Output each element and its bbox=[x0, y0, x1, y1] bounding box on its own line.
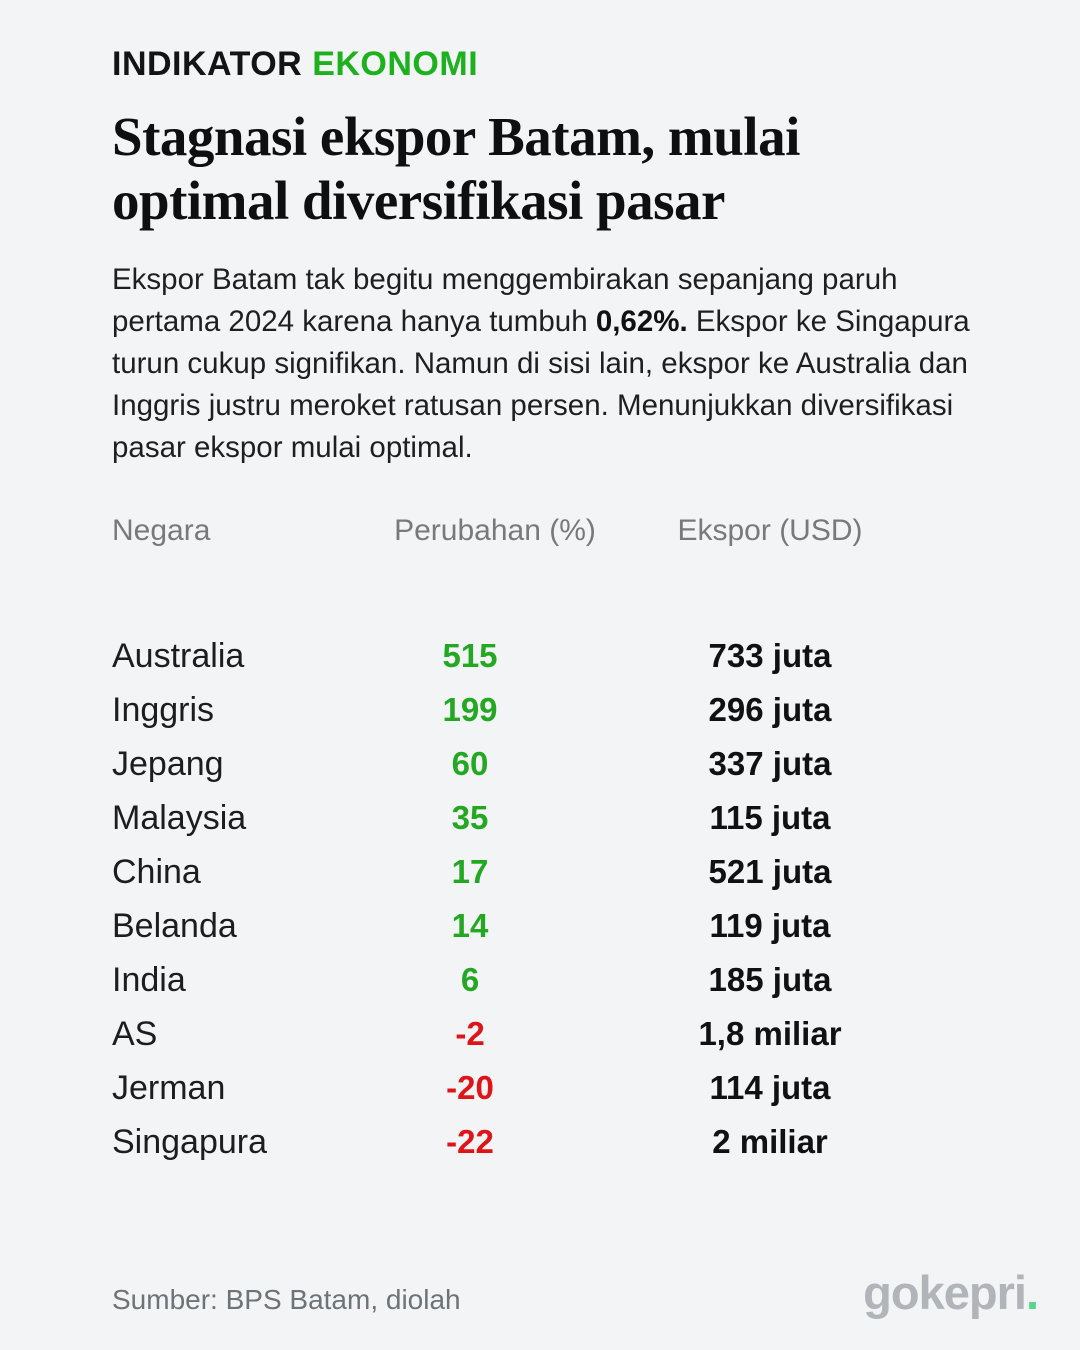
change-percent-cell: -20 bbox=[446, 1069, 494, 1107]
country-cell: Jepang bbox=[112, 744, 224, 783]
export-value-cell: 185 juta bbox=[708, 961, 832, 999]
export-table-body: Australia 515 733 juta Inggris 199 296 j… bbox=[112, 629, 980, 1169]
export-value-cell: 115 juta bbox=[709, 799, 831, 837]
table-row: AS -2 1,8 miliar bbox=[112, 1007, 980, 1061]
table-row: China 17 521 juta bbox=[112, 845, 980, 899]
country-cell: Singapura bbox=[112, 1122, 268, 1161]
export-value-cell: 119 juta bbox=[709, 907, 831, 945]
table-row: Inggris 199 296 juta bbox=[112, 683, 980, 737]
column-header-country: Negara bbox=[112, 514, 211, 548]
intro-part1: Ekspor Batam tak begitu menggembirakan s… bbox=[112, 263, 898, 339]
footer: Sumber: BPS Batam, diolah gokepri. bbox=[112, 1266, 1039, 1319]
change-percent-cell: 6 bbox=[460, 961, 480, 999]
table-row: Jepang 60 337 juta bbox=[112, 737, 980, 791]
column-header-export: Ekspor (USD) bbox=[677, 514, 863, 548]
export-value-cell: 1,8 miliar bbox=[698, 1015, 842, 1053]
country-cell: India bbox=[112, 960, 186, 999]
country-cell: Inggris bbox=[112, 690, 215, 729]
change-percent-cell: 515 bbox=[442, 637, 498, 675]
export-value-cell: 2 miliar bbox=[712, 1123, 828, 1161]
export-value-cell: 733 juta bbox=[708, 637, 832, 675]
column-header-change: Perubahan (%) bbox=[394, 514, 596, 548]
table-row: Jerman -20 114 juta bbox=[112, 1061, 980, 1115]
country-cell: Belanda bbox=[112, 906, 237, 945]
kicker: INDIKATOR EKONOMI bbox=[112, 45, 980, 83]
intro-part2: Ekspor ke Singapura turun cukup signifik… bbox=[112, 305, 970, 465]
brand-name: gokepri bbox=[863, 1266, 1027, 1319]
brand-dot: . bbox=[1025, 1266, 1039, 1319]
table-row: Malaysia 35 115 juta bbox=[112, 791, 980, 845]
export-table: Negara Perubahan (%) Ekspor (USD) Austra… bbox=[112, 513, 980, 1169]
country-cell: AS bbox=[112, 1014, 158, 1053]
change-percent-cell: -2 bbox=[455, 1015, 485, 1053]
intro-bold-value: 0,62%. bbox=[595, 305, 688, 339]
table-row: Singapura -22 2 miliar bbox=[112, 1115, 980, 1169]
title-line-1: Stagnasi ekspor Batam, mulai bbox=[112, 106, 800, 168]
country-cell: China bbox=[112, 852, 201, 891]
export-value-cell: 521 juta bbox=[708, 853, 832, 891]
table-row: Belanda 14 119 juta bbox=[112, 899, 980, 953]
change-percent-cell: 199 bbox=[442, 691, 498, 729]
page-title: Stagnasi ekspor Batam, mulai optimal div… bbox=[112, 105, 980, 233]
country-cell: Australia bbox=[112, 636, 245, 675]
export-value-cell: 296 juta bbox=[708, 691, 832, 729]
change-percent-cell: 17 bbox=[451, 853, 489, 891]
change-percent-cell: -22 bbox=[446, 1123, 494, 1161]
change-percent-cell: 35 bbox=[451, 799, 489, 837]
export-value-cell: 114 juta bbox=[709, 1069, 831, 1107]
table-row: Australia 515 733 juta bbox=[112, 629, 980, 683]
kicker-black: INDIKATOR bbox=[112, 45, 303, 83]
country-cell: Jerman bbox=[112, 1068, 226, 1107]
table-header-row: Negara Perubahan (%) Ekspor (USD) bbox=[112, 513, 980, 549]
country-cell: Malaysia bbox=[112, 798, 247, 837]
kicker-green: EKONOMI bbox=[312, 45, 479, 83]
export-value-cell: 337 juta bbox=[708, 745, 832, 783]
change-percent-cell: 14 bbox=[451, 907, 489, 945]
intro-paragraph: Ekspor Batam tak begitu menggembirakan s… bbox=[112, 259, 980, 469]
change-percent-cell: 60 bbox=[451, 745, 489, 783]
title-line-2: optimal diversifikasi pasar bbox=[112, 170, 725, 232]
table-row: India 6 185 juta bbox=[112, 953, 980, 1007]
source-note: Sumber: BPS Batam, diolah bbox=[112, 1284, 461, 1315]
brand-logo: gokepri. bbox=[863, 1266, 1039, 1319]
